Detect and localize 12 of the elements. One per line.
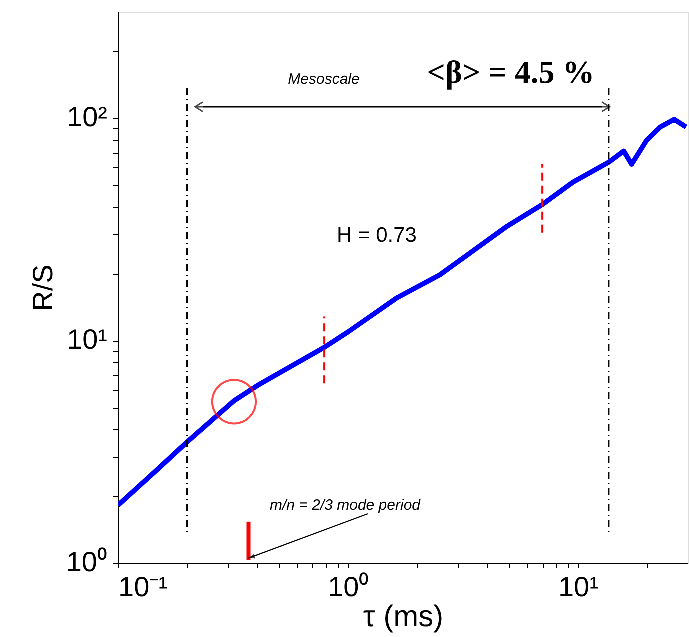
- y-tick-label: 10⁰: [66, 546, 108, 578]
- x-tick-label: 10¹: [558, 572, 599, 602]
- y-tick-label: 10²: [67, 102, 108, 133]
- annotation: m/n = 2/3 mode period: [270, 497, 422, 514]
- y-tick-label: 10¹: [67, 324, 108, 356]
- x-tick-label: 10⁻¹: [118, 572, 168, 602]
- annotation: <β> = 4.5 %: [427, 54, 595, 90]
- x-axis-title: τ (ms): [363, 600, 444, 634]
- x-tick-label: 10⁰: [328, 572, 370, 602]
- y-axis-title: R/S: [27, 264, 58, 312]
- annotation: Mesoscale: [288, 71, 360, 88]
- annotation: H = 0.73: [337, 224, 417, 247]
